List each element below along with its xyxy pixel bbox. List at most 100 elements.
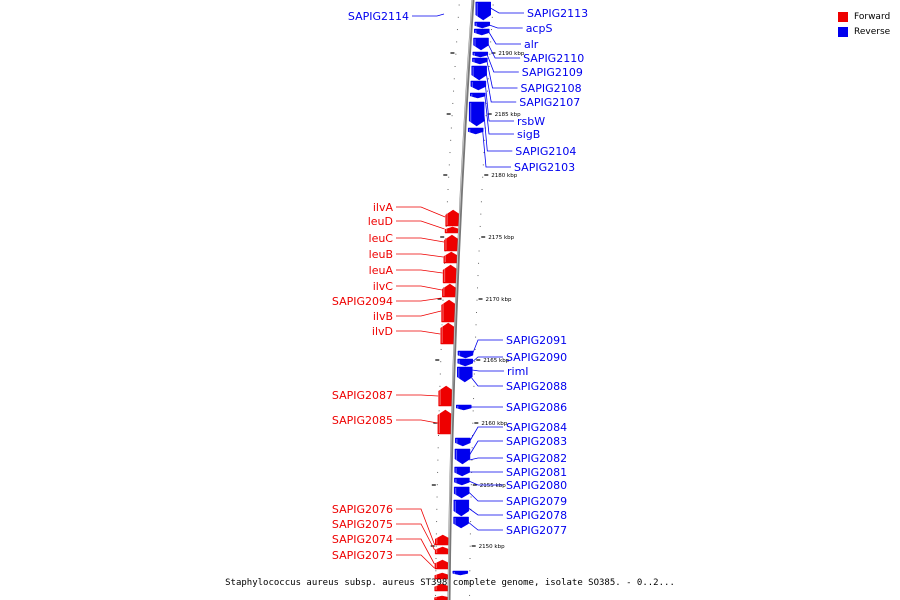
legend-reverse-label: Reverse — [854, 26, 891, 37]
gene-label-leuA[interactable]: leuA — [369, 264, 394, 277]
forward-gene-block — [434, 559, 451, 570]
leader-line — [396, 523, 435, 551]
reverse-gene-block — [475, 1, 491, 21]
gene-label-leuD[interactable]: leuD — [368, 215, 393, 228]
gene-label-SAPIG2085[interactable]: SAPIG2085 — [332, 414, 393, 427]
gene-label-SAPIG2109[interactable]: SAPIG2109 — [522, 66, 583, 79]
gene-label-SAPIG2081[interactable]: SAPIG2081 — [506, 466, 567, 479]
reverse-gene-block — [454, 477, 470, 486]
gene-label-SAPIG2088[interactable]: SAPIG2088 — [506, 380, 567, 393]
leader-line — [396, 419, 438, 424]
leader-line — [485, 72, 517, 103]
forward-gene-block — [434, 572, 451, 580]
forward-gene-block — [434, 583, 450, 592]
gene-label-ilvB[interactable]: ilvB — [373, 310, 393, 323]
leader-line — [467, 521, 503, 531]
gene-label-leuC[interactable]: leuC — [369, 232, 394, 245]
gene-label-SAPIG2110[interactable]: SAPIG2110 — [523, 52, 584, 65]
gene-label-SAPIG2108[interactable]: SAPIG2108 — [521, 82, 582, 95]
gene-label-SAPIG2079[interactable]: SAPIG2079 — [506, 495, 567, 508]
leader-line — [468, 480, 503, 486]
gene-label-leuB[interactable]: leuB — [369, 248, 393, 261]
reverse-gene-block — [467, 127, 484, 135]
leader-line — [487, 43, 521, 59]
gene-label-SAPIG2086[interactable]: SAPIG2086 — [506, 401, 567, 414]
genome-backbone-highlight — [447, 0, 473, 600]
gene-label-ilvD[interactable]: ilvD — [372, 325, 393, 338]
gene-label-acpS[interactable]: acpS — [526, 22, 553, 35]
reverse-gene-block — [468, 101, 485, 127]
gene-label-SAPIG2094[interactable]: SAPIG2094 — [332, 295, 393, 308]
leader-line — [396, 237, 445, 243]
gene-label-SAPIG2073[interactable]: SAPIG2073 — [332, 549, 393, 562]
gene-label-rimI[interactable]: rimI — [507, 365, 529, 378]
reverse-gene-block — [453, 499, 470, 517]
gene-label-ilvC[interactable]: ilvC — [373, 280, 394, 293]
leader-line — [488, 31, 521, 45]
gene-label-SAPIG2091[interactable]: SAPIG2091 — [506, 334, 567, 347]
leader-line — [471, 356, 503, 363]
leader-line — [412, 13, 445, 17]
gene-label-SAPIG2078[interactable]: SAPIG2078 — [506, 509, 567, 522]
forward-gene-block — [438, 385, 454, 407]
leader-line — [484, 94, 514, 135]
reverse-gene-block — [457, 358, 473, 367]
leader-line — [469, 426, 503, 442]
reverse-gene-block — [453, 516, 469, 529]
leader-line — [482, 130, 511, 168]
gene-label-ilvA[interactable]: ilvA — [373, 201, 394, 214]
gene-label-SAPIG2082[interactable]: SAPIG2082 — [506, 452, 567, 465]
gene-label-SAPIG2107[interactable]: SAPIG2107 — [519, 96, 580, 109]
leader-line — [396, 285, 442, 291]
legend-reverse: Reverse — [838, 24, 890, 39]
reverse-gene-block — [454, 466, 470, 477]
reverse-gene-block — [471, 65, 487, 81]
forward-gene-block — [434, 546, 451, 555]
reverse-gene-block — [453, 486, 470, 499]
scale-label: 2155 kbp — [480, 483, 506, 489]
major-ticks: 2190 kbp 2185 kbp 2180 kbp 2175 kbp 2170 kbp… — [430, 51, 525, 550]
gene-label-SAPIG2084[interactable]: SAPIG2084 — [506, 421, 567, 434]
forward-gene-block — [442, 264, 459, 284]
gene-label-SAPIG2074[interactable]: SAPIG2074 — [332, 533, 393, 546]
forward-gene-block — [445, 209, 461, 227]
gene-label-SAPIG2080[interactable]: SAPIG2080 — [506, 479, 567, 492]
gene-label-sigB[interactable]: sigB — [517, 128, 540, 141]
reverse-gene-block — [452, 570, 469, 576]
gene-label-SAPIG2104[interactable]: SAPIG2104 — [515, 145, 576, 158]
gene-label-SAPIG2114[interactable]: SAPIG2114 — [348, 10, 409, 23]
gene-label-SAPIG2087[interactable]: SAPIG2087 — [332, 389, 393, 402]
leader-line — [486, 54, 519, 73]
scale-label: 2160 kbp — [481, 421, 507, 427]
gene-label-SAPIG2076[interactable]: SAPIG2076 — [332, 503, 393, 516]
leader-line — [396, 330, 441, 335]
gene-label-rsbW[interactable]: rsbW — [517, 115, 545, 128]
reverse-gene-block — [456, 404, 472, 411]
forward-gene-block — [434, 595, 450, 600]
leader-line — [396, 269, 443, 274]
forward-gene-block — [440, 322, 456, 345]
gene-label-SAPIG2077[interactable]: SAPIG2077 — [506, 524, 567, 537]
gene-label-SAPIG2090[interactable]: SAPIG2090 — [506, 351, 567, 364]
leader-line — [472, 339, 503, 355]
gene-label-SAPIG2075[interactable]: SAPIG2075 — [332, 518, 393, 531]
gene-label-SAPIG2083[interactable]: SAPIG2083 — [506, 435, 567, 448]
leader-line — [489, 24, 523, 29]
leader-line — [483, 111, 513, 152]
reverse-gene-block — [457, 350, 474, 359]
forward-gene-block — [444, 226, 461, 234]
reverse-gene-block — [454, 448, 471, 465]
gene-label-SAPIG2103[interactable]: SAPIG2103 — [514, 161, 575, 174]
label-leader-lines — [396, 7, 524, 569]
legend-forward-label: Forward — [854, 11, 891, 22]
forward-gene-block — [442, 283, 458, 298]
legend: Forward Reverse — [838, 9, 890, 39]
gene-blocks — [434, 1, 491, 600]
reverse-gene-block — [457, 366, 473, 383]
gene-label-SAPIG2113[interactable]: SAPIG2113 — [527, 7, 588, 20]
leader-line — [490, 7, 524, 14]
leader-line — [468, 491, 503, 502]
gene-label-alr[interactable]: alr — [524, 38, 539, 51]
